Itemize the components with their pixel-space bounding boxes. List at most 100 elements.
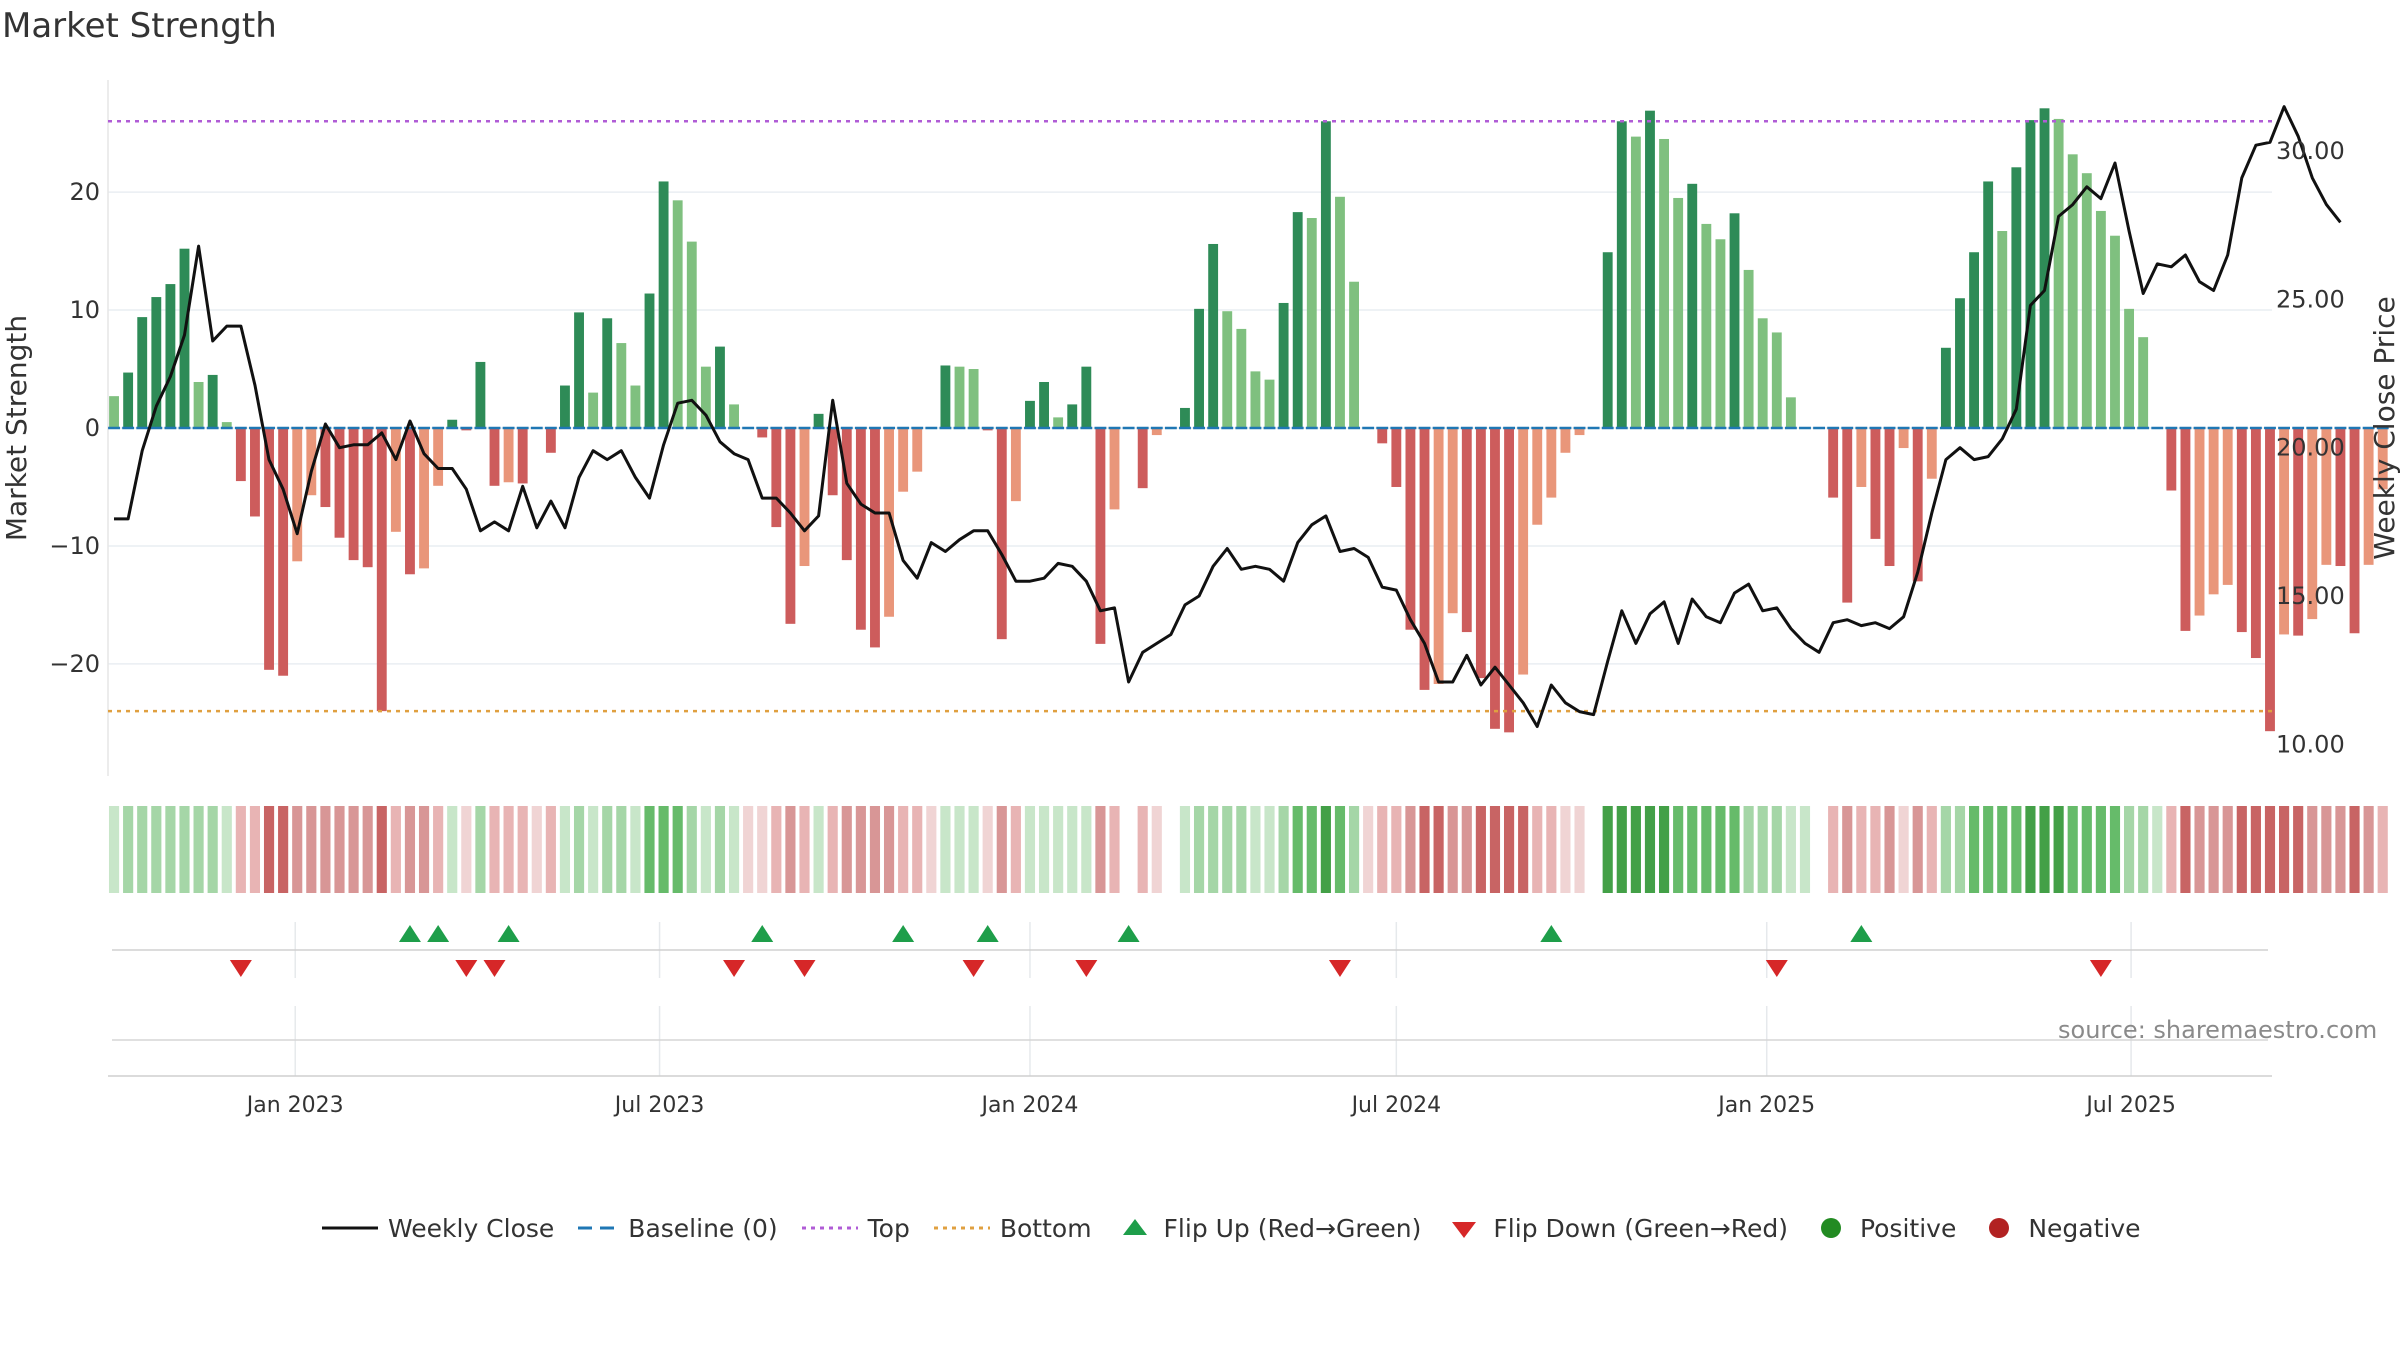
legend-item-flipdown: Flip Down (Green→Red) [1443,1214,1788,1243]
bar-positive [1250,371,1261,428]
sentiment-cell [1179,806,1191,893]
flip-up-marker [1850,925,1873,942]
sentiment-cell [1997,806,2008,893]
sentiment-cell [207,806,218,893]
sentiment-cell [1743,806,1754,893]
legend-item-flipup: Flip Up (Red→Green) [1114,1214,1421,1243]
sentiment-cell [912,806,923,893]
sentiment-cell [2279,806,2290,893]
sentiment-cell [968,806,979,893]
bar-positive [1673,197,1684,428]
sentiment-cell [503,806,514,893]
sentiment-cell [2194,806,2205,893]
bar-positive [2011,167,2022,428]
bar-positive [1264,379,1275,428]
bar-positive [616,343,627,428]
sentiment-cell [1757,806,1768,893]
flip-down-marker [793,960,816,977]
bar-negative [2377,428,2388,490]
sentiment-cell [1447,806,1458,893]
bar-positive [700,366,711,428]
bar-positive [2110,235,2120,428]
bar-negative [362,428,373,568]
sentiment-cell [1574,806,1585,893]
bar-negative [870,428,880,648]
bar-positive [1602,252,1613,428]
y2-tick-label: 10.00 [2276,730,2345,758]
y2-axis-title: Weekly Close Price [2368,296,2400,559]
flip-down-marker [1328,960,1351,977]
sentiment-cell [982,806,993,893]
sentiment-cell [2180,806,2191,893]
sentiment-cell [418,806,430,893]
sentiment-cell [1193,806,1205,893]
sentiment-cell [1067,806,1078,893]
bar-positive [686,241,697,428]
sentiment-cell [1687,806,1698,893]
bar-positive [1969,252,1980,428]
sentiment-cell [1053,806,1064,893]
sentiment-cell [898,806,909,893]
sentiment-cell [2152,806,2163,893]
bar-positive [1067,404,1078,428]
bar-negative [376,428,387,712]
sentiment-cell [2250,806,2261,893]
sentiment-cell [1503,806,1515,893]
sentiment-cell [771,806,782,893]
bar-negative [545,428,556,453]
bar-negative [1137,428,1148,489]
sentiment-cell [1038,806,1050,893]
bar-negative [855,428,866,630]
legend-item-close: Weekly Close [320,1214,554,1243]
x-tick-label: Jan 2024 [980,1093,1079,1118]
bar-positive [940,365,951,428]
flip-up-marker [976,925,999,942]
bar-positive [588,392,599,428]
y-tick-label: −20 [49,650,100,678]
bar-positive [813,413,824,428]
bar-negative [1419,428,1430,690]
source-note: source: sharemaestro.com [2058,1016,2378,1044]
bar-negative [1391,428,1402,487]
bar-negative [2279,428,2290,635]
sentiment-cell [1095,806,1106,893]
sentiment-cell [883,806,895,893]
sentiment-cell [362,806,373,893]
sentiment-cell [278,806,289,893]
bar-positive [1743,269,1754,428]
sentiment-cell [1151,806,1162,893]
sentiment-cell [1306,806,1317,893]
sentiment-cell [123,806,134,893]
sentiment-cell [137,806,148,893]
sentiment-cell [2011,806,2022,893]
y-tick-label: −10 [49,532,100,560]
sentiment-cell [2124,806,2135,893]
x-tick-label: Jan 2025 [1716,1093,1815,1118]
sentiment-cell [1616,806,1627,893]
sentiment-cell [644,806,655,893]
bar-negative [2166,428,2177,491]
sentiment-cell [1405,806,1416,893]
sentiment-cell [1560,806,1571,893]
sentiment-cell [348,806,359,893]
sentiment-cell [714,806,726,893]
y2-tick-label: 20.00 [2276,434,2345,462]
sentiment-cell [108,806,120,893]
sentiment-cell [2307,806,2318,893]
sentiment-cell [461,806,472,893]
flip-up-marker [751,925,774,942]
bar-positive [447,419,458,428]
bar-negative [489,428,500,486]
dotted-line-icon [932,1216,992,1240]
sentiment-cell [1081,806,1092,893]
flip-down-marker [962,960,985,977]
sentiment-cell [433,806,444,893]
bar-negative [1574,428,1585,436]
sentiment-cell [757,806,768,893]
sentiment-cell [926,806,937,893]
flip-down-marker [723,960,746,977]
bar-positive [1997,230,2008,428]
bar-positive [109,396,119,428]
bar-positive [2025,120,2036,429]
sentiment-cell [1701,806,1712,893]
